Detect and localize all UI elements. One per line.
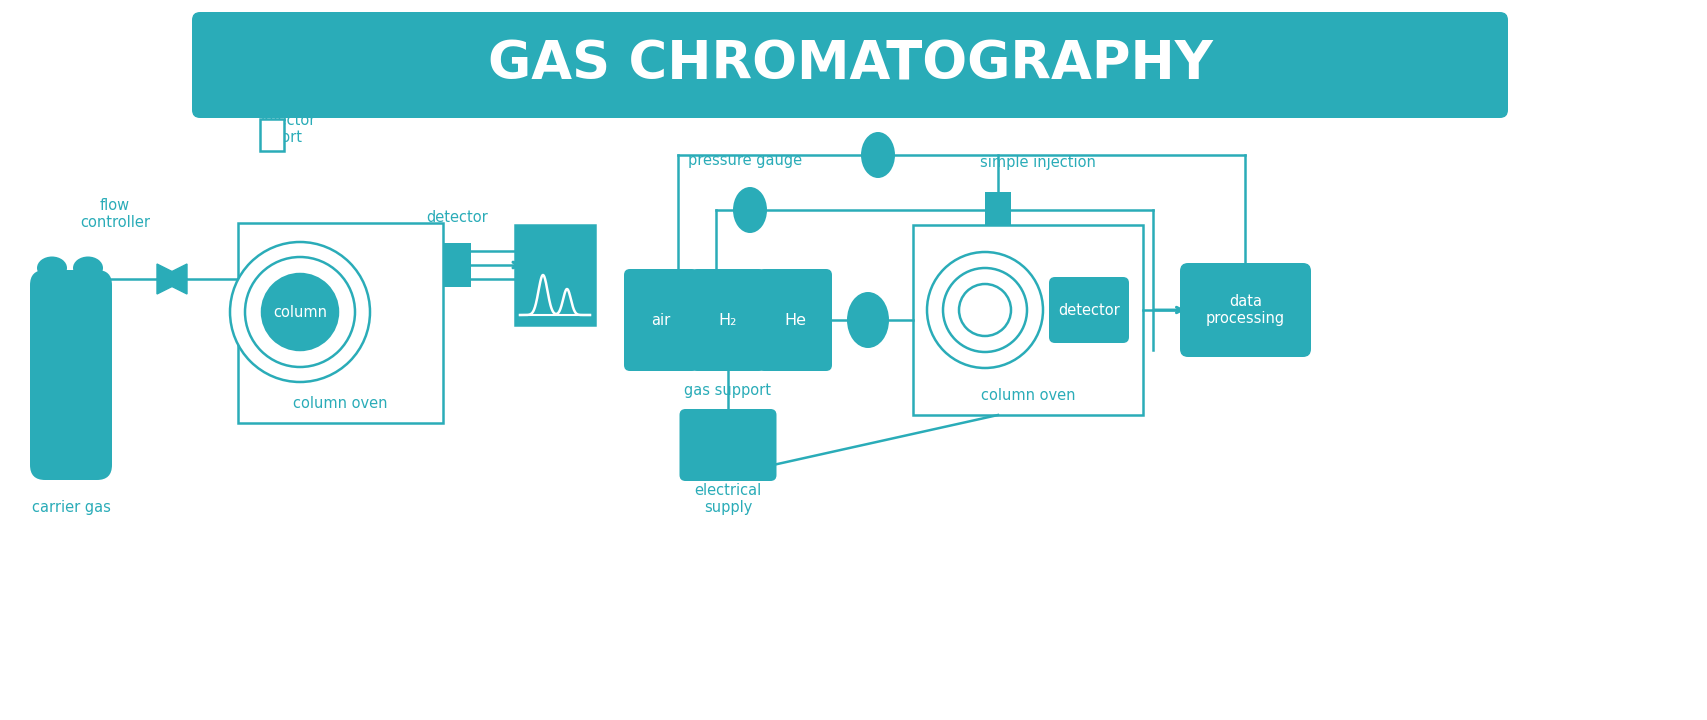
Ellipse shape: [38, 256, 67, 279]
Circle shape: [927, 252, 1043, 368]
Text: He: He: [784, 312, 806, 328]
Text: gas support: gas support: [685, 383, 772, 398]
FancyBboxPatch shape: [191, 12, 1507, 118]
FancyBboxPatch shape: [516, 225, 594, 325]
FancyBboxPatch shape: [679, 409, 777, 481]
FancyBboxPatch shape: [1048, 277, 1128, 343]
Text: pressure gauge: pressure gauge: [688, 153, 802, 168]
Circle shape: [942, 268, 1026, 352]
Text: column: column: [273, 305, 326, 320]
FancyBboxPatch shape: [31, 270, 113, 480]
Text: H₂: H₂: [719, 312, 737, 328]
Text: carrier gas exit: carrier gas exit: [1190, 273, 1301, 288]
Ellipse shape: [732, 187, 766, 233]
Text: pressure gauge: pressure gauge: [811, 96, 925, 111]
Text: electrical
supply: electrical supply: [695, 483, 761, 516]
FancyBboxPatch shape: [1180, 263, 1311, 357]
Text: simple injection: simple injection: [980, 155, 1096, 170]
Polygon shape: [157, 264, 186, 294]
Text: injector
port: injector port: [259, 112, 316, 145]
Text: GAS CHROMATOGRAPHY: GAS CHROMATOGRAPHY: [486, 38, 1212, 91]
Text: flow
controller: flow controller: [80, 197, 150, 230]
Text: column oven: column oven: [294, 396, 387, 411]
Circle shape: [958, 284, 1011, 336]
Text: detector: detector: [425, 210, 488, 225]
FancyBboxPatch shape: [259, 119, 283, 151]
Circle shape: [230, 242, 370, 382]
Polygon shape: [157, 264, 186, 294]
Text: data
processing: data processing: [1205, 294, 1284, 326]
Circle shape: [244, 257, 355, 367]
Text: detector: detector: [1058, 302, 1120, 318]
Ellipse shape: [73, 256, 102, 279]
Text: air: air: [650, 312, 671, 328]
FancyBboxPatch shape: [237, 223, 442, 423]
FancyBboxPatch shape: [985, 192, 1011, 225]
Text: column oven: column oven: [980, 388, 1075, 403]
Ellipse shape: [847, 292, 888, 348]
FancyBboxPatch shape: [691, 269, 765, 371]
Circle shape: [261, 274, 338, 350]
FancyBboxPatch shape: [442, 243, 471, 287]
Text: carrier gas: carrier gas: [31, 500, 111, 515]
FancyBboxPatch shape: [913, 225, 1142, 415]
Ellipse shape: [860, 132, 894, 178]
FancyBboxPatch shape: [623, 269, 698, 371]
FancyBboxPatch shape: [758, 269, 831, 371]
